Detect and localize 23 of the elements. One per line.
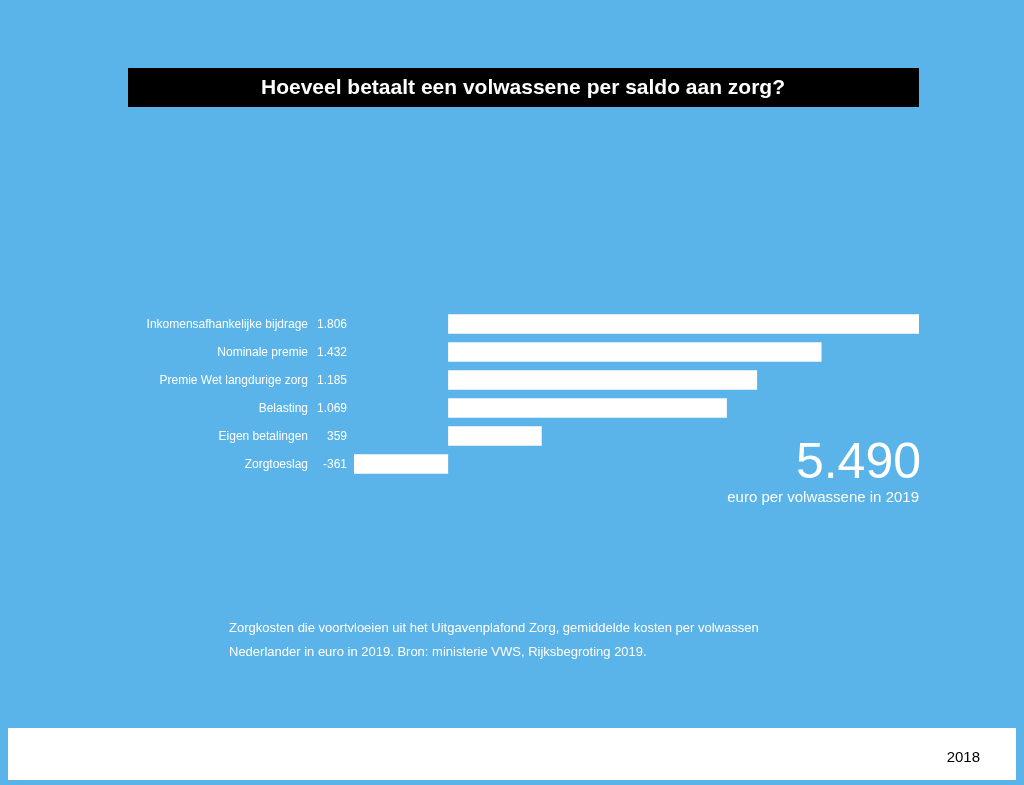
data-label: 1.185 bbox=[316, 373, 348, 387]
data-label: 359 bbox=[326, 429, 348, 443]
y-tick-label: Zorgtoeslag bbox=[244, 457, 308, 471]
bar bbox=[448, 342, 822, 362]
bar bbox=[448, 314, 919, 334]
text: 2018 bbox=[946, 748, 980, 765]
text: Zorgkosten die voortvloeien uit het Uitgavenplafond Zorg, gemiddelde kosten per volwassen Nederlander in euro in 2019. Bron: ministerie VWS, Rijksbegroting 2019. bbox=[229, 620, 759, 659]
y-tick-label: Nominale premie bbox=[217, 345, 309, 359]
chart-title: Hoeveel betaalt een volwassene per saldo aan zorg? bbox=[260, 75, 786, 98]
text: euro per volwassene in 2019 bbox=[727, 488, 919, 505]
bar bbox=[448, 398, 727, 418]
bar bbox=[354, 454, 449, 474]
data-label: 1.806 bbox=[316, 317, 348, 331]
data-label: -361 bbox=[322, 457, 348, 471]
bar bbox=[448, 426, 542, 446]
y-tick-label: Premie Wet langdurige zorg bbox=[159, 373, 308, 387]
y-tick-label: Inkomensafhankelijke bijdrage bbox=[146, 317, 309, 331]
y-tick-label: Belasting bbox=[258, 401, 308, 415]
y-tick-label: Eigen betalingen bbox=[218, 429, 308, 443]
annotation: 5.490 bbox=[795, 433, 921, 489]
bar bbox=[448, 370, 758, 390]
data-label: 1.432 bbox=[316, 345, 348, 359]
data-label: 1.069 bbox=[316, 401, 348, 415]
